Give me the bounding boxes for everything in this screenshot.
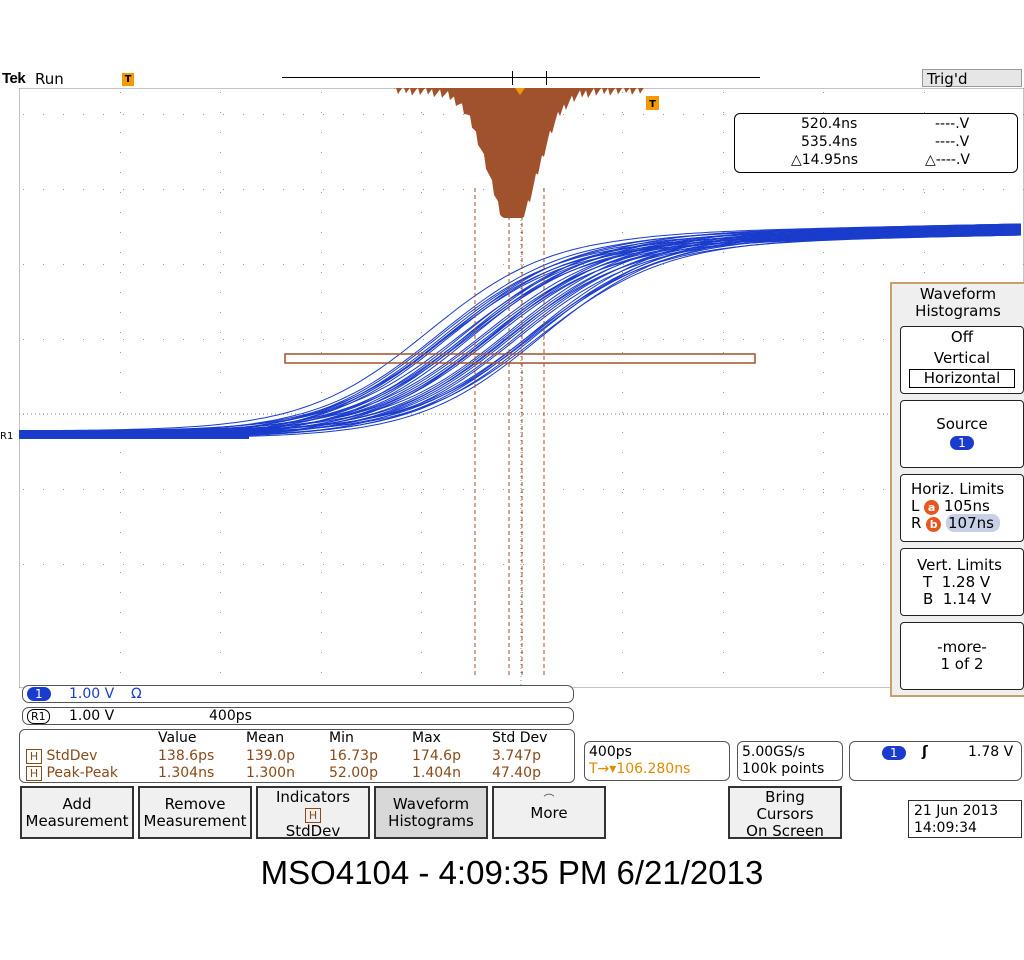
ground-reference-marker[interactable]: R1 bbox=[0, 431, 14, 442]
histogram-source-badge: H bbox=[26, 766, 42, 781]
menu-page-indicator: 1 of 2 bbox=[940, 655, 984, 673]
acquisition-state: Run bbox=[35, 70, 64, 88]
histogram-mode-selector[interactable]: Off Vertical Horizontal bbox=[900, 326, 1024, 394]
time: 14:09:34 bbox=[914, 820, 977, 836]
date-time-display: 21 Jun 2013 14:09:34 bbox=[908, 800, 1022, 838]
r1-timebase: 400ps bbox=[209, 708, 252, 724]
r1-badge: R1 bbox=[27, 709, 50, 724]
trigger-settings[interactable]: 1 ʃ 1.78 V bbox=[849, 741, 1022, 781]
svg-text:T: T bbox=[649, 99, 656, 110]
measurement-value: 138.6ps bbox=[158, 748, 215, 764]
trigger-point-marker bbox=[515, 88, 525, 95]
ch1-status-row[interactable]: 1 1.00 V Ω bbox=[22, 685, 574, 703]
date: 21 Jun 2013 bbox=[914, 803, 999, 819]
trigger-source-badge: 1 bbox=[882, 746, 906, 760]
horizontal-settings[interactable]: 400ps T→▾106.280ns bbox=[584, 741, 730, 781]
measurement-table: Value Mean Min Max Std Dev H StdDev 138.… bbox=[19, 729, 575, 783]
more-caret-icon: ⌒ bbox=[543, 793, 555, 806]
trigger-position-icon: T→▾ bbox=[589, 761, 617, 777]
measurement-std-dev: 3.747p bbox=[492, 748, 541, 764]
measurement-max: 1.404n bbox=[412, 765, 461, 781]
table-row[interactable]: H StdDev bbox=[26, 748, 97, 764]
more-page-button[interactable]: -more- 1 of 2 bbox=[900, 622, 1024, 690]
column-header-std-dev: Std Dev bbox=[492, 730, 548, 746]
cursor-a-volt: ----.V bbox=[935, 116, 970, 132]
mode-option-horizontal[interactable]: Horizontal bbox=[909, 369, 1015, 388]
cursor-delta-volt: △----.V bbox=[925, 152, 971, 168]
cursor-readout: 520.4ns ----.V 535.4ns ----.V △14.95ns △… bbox=[734, 113, 1018, 173]
add-measurement-button[interactable]: Add Measurement bbox=[20, 786, 134, 839]
column-header-mean: Mean bbox=[246, 730, 285, 746]
mode-option-off[interactable]: Off bbox=[950, 328, 974, 346]
ch1-scale: 1.00 V bbox=[69, 686, 115, 702]
measurement-name: Peak-Peak bbox=[46, 765, 118, 781]
measurement-name: StdDev bbox=[46, 748, 98, 764]
measurement-mean: 139.0p bbox=[246, 748, 295, 764]
mode-option-vertical[interactable]: Vertical bbox=[933, 349, 991, 367]
bring-cursors-on-screen-button[interactable]: Bring Cursors On Screen bbox=[728, 786, 842, 840]
indicators-button[interactable]: Indicators H StdDev bbox=[256, 786, 370, 840]
ch1-coupling: Ω bbox=[131, 686, 142, 702]
record-view-right-bracket bbox=[546, 71, 547, 85]
screenshot-caption: MSO4104 - 4:09:35 PM 6/21/2013 bbox=[260, 854, 764, 891]
vert-limit-top-value: 1.28 V bbox=[941, 573, 991, 591]
source-channel-badge: 1 bbox=[950, 436, 974, 450]
measurement-min: 16.73p bbox=[329, 748, 378, 764]
measurement-max: 174.6p bbox=[412, 748, 461, 764]
table-row[interactable]: H Peak-Peak bbox=[26, 765, 118, 781]
more-button[interactable]: ⌒ More bbox=[492, 786, 606, 839]
histogram-limit-box bbox=[284, 353, 756, 364]
histogram-source-badge: H bbox=[26, 749, 42, 764]
trigger-status: Trig'd bbox=[922, 69, 1022, 88]
record-view-left-bracket bbox=[512, 71, 513, 85]
source-label: Source bbox=[936, 415, 988, 433]
indicator-source-badge: H bbox=[305, 808, 321, 823]
brand-logo: Tek bbox=[2, 70, 26, 87]
r1-scale: 1.00 V bbox=[69, 708, 115, 724]
vert-limit-bottom-value: 1.14 V bbox=[942, 590, 992, 608]
side-menu-waveform-histograms: Waveform Histograms Off Vertical Horizon… bbox=[890, 282, 1024, 697]
cursor-a-time: 520.4ns bbox=[801, 116, 858, 132]
column-header-max: Max bbox=[412, 730, 441, 746]
vert-limits-label: Vert. Limits bbox=[917, 556, 1002, 574]
cursor-b-time: 535.4ns bbox=[801, 134, 858, 150]
acquisition-settings[interactable]: 5.00GS/s 100k points bbox=[737, 741, 843, 781]
trigger-level-marker bbox=[646, 96, 659, 110]
column-header-min: Min bbox=[329, 730, 354, 746]
vert-limits-button[interactable]: Vert. Limits T 1.28 V B 1.14 V bbox=[900, 548, 1024, 616]
ch1-badge: 1 bbox=[27, 687, 51, 701]
column-header-value: Value bbox=[158, 730, 197, 746]
record-view-bar bbox=[282, 77, 760, 78]
multipurpose-b-icon: b bbox=[926, 517, 942, 532]
waveform-histograms-button[interactable]: Waveform Histograms bbox=[374, 786, 488, 839]
trigger-position-marker: T bbox=[122, 73, 134, 86]
source-button[interactable]: Source 1 bbox=[900, 400, 1024, 468]
cursor-b-volt: ----.V bbox=[935, 134, 970, 150]
horiz-limit-left-value: 105ns bbox=[943, 497, 990, 515]
multipurpose-a-icon: a bbox=[924, 500, 940, 515]
measurement-min: 52.00p bbox=[329, 765, 378, 781]
cursor-delta-time: △14.95ns bbox=[791, 152, 859, 168]
trigger-level: 1.78 V bbox=[968, 744, 1014, 760]
waveform-histogram bbox=[394, 88, 644, 218]
measurement-mean: 1.300n bbox=[246, 765, 295, 781]
record-length: 100k points bbox=[742, 761, 825, 777]
measurement-value: 1.304ns bbox=[158, 765, 215, 781]
horiz-limits-label: Horiz. Limits bbox=[911, 480, 1005, 498]
sample-rate: 5.00GS/s bbox=[742, 744, 805, 760]
horiz-limits-button[interactable]: Horiz. Limits L a 105ns R b 107ns bbox=[900, 474, 1024, 542]
trigger-slope-icon: ʃ bbox=[922, 744, 928, 760]
measurement-std-dev: 47.40p bbox=[492, 765, 541, 781]
r1-status-row[interactable]: R1 1.00 V 400ps bbox=[22, 707, 574, 725]
horizontal-scale: 400ps bbox=[589, 744, 632, 760]
horiz-limit-right-value: 107ns bbox=[946, 514, 1000, 532]
waveform-display[interactable]: T bbox=[19, 88, 1024, 688]
remove-measurement-button[interactable]: Remove Measurement bbox=[138, 786, 252, 839]
side-menu-title: Waveform Histograms bbox=[915, 285, 1001, 320]
ch1-waveform-traces bbox=[19, 223, 1022, 439]
horizontal-position: 106.280ns bbox=[616, 761, 691, 777]
